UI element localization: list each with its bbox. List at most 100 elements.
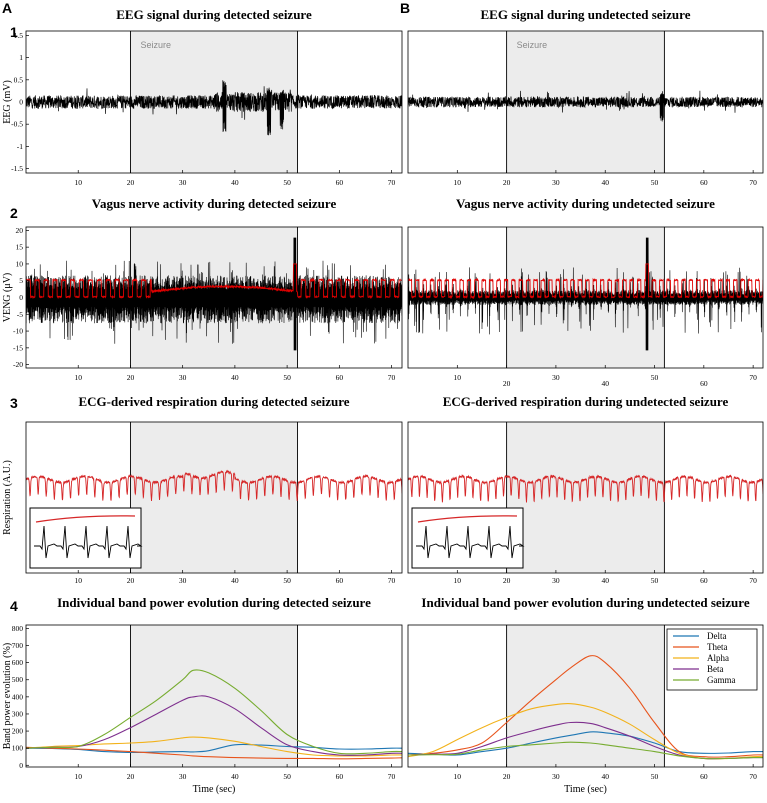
x-tick-label: 20 [127,373,135,382]
ecg-inset [29,507,143,569]
x-tick-label: 70 [388,178,396,187]
x-tick-label: 50 [651,373,659,382]
y-tick-label: -1 [17,142,23,151]
panel-band_detected: Individual band power evolution during d… [2,595,403,795]
row-label-1: 1 [10,24,18,40]
seizure-shade [130,625,298,767]
x-tick-label: 10 [454,373,462,382]
series-line-theta [26,746,402,760]
inset-frame [411,507,524,569]
y-tick-label: 1.5 [14,31,24,40]
x-tick-label: 70 [749,772,757,781]
series-line-delta [26,743,402,754]
panel-eeg_detected: EEG signal during detected seizure Seizur… [2,7,403,187]
row-label-2: 2 [10,205,18,221]
x-tick-label: 70 [749,576,757,585]
x-tick-label: 50 [283,576,291,585]
axes-frame [407,226,764,369]
x-tick-label: 10 [74,178,82,187]
y-tick-label: 500 [12,675,24,684]
row-label-4: 4 [10,598,18,614]
respiration-trace [26,469,402,502]
x-tick-label: 10 [454,576,462,585]
panel-title: ECG-derived respiration during undetecte… [443,394,729,409]
x-tick-label: 10 [74,576,82,585]
y-tick-label: -5 [17,310,23,319]
panel-title: Vagus nerve activity during detected sei… [92,196,337,211]
axes-frame [407,421,764,574]
eeg-trace [408,90,763,122]
x-tick-label: 50 [651,178,659,187]
y-axis-label: Respiration (A.U.) [2,460,13,535]
x-tick-label: 30 [552,178,560,187]
y-tick-label: 700 [12,641,24,650]
x-tick-label: 60 [700,379,708,388]
legend-entry-gamma: Gamma [707,675,736,685]
x-tick-label: 30 [552,373,560,382]
x-tick-label: 60 [700,576,708,585]
x-tick-label: 40 [231,576,239,585]
y-tick-label: 1 [19,53,23,62]
seizure-shade [130,422,298,573]
x-tick-label: 20 [503,576,511,585]
panel-title: Individual band power evolution during u… [421,595,749,610]
x-tick-label: 60 [336,576,344,585]
seizure-shade [506,422,665,573]
ecg-inset [411,507,525,569]
x-tick-label: 20 [127,576,135,585]
x-tick-label: 20 [503,772,511,781]
axes-frame [407,30,764,174]
column-label-b: B [400,0,410,16]
y-tick-label: -15 [13,343,23,352]
y-tick-label: -10 [13,327,23,336]
y-tick-label: -20 [13,360,23,369]
x-tick-label: 10 [74,373,82,382]
inset-respiration [417,515,518,523]
panels: EEG signal during detected seizure Seizur… [2,7,764,795]
x-tick-label: 50 [651,772,659,781]
y-tick-label: 600 [12,658,24,667]
panel-veng_undetected: Vagus nerve activity during undetected s… [407,196,764,388]
x-tick-label: 30 [179,772,187,781]
legend-entry-delta: Delta [707,631,727,641]
x-tick-label: 70 [388,373,396,382]
x-tick-label: 30 [179,576,187,585]
y-tick-label: 0 [19,293,23,302]
axes-frame [407,624,764,768]
axes-frame [25,624,403,768]
x-tick-label: 60 [336,373,344,382]
x-tick-label: 70 [749,178,757,187]
y-tick-label: 20 [16,226,24,235]
y-tick-label: -0.5 [11,120,23,129]
panel-title: ECG-derived respiration during detected … [78,394,349,409]
x-tick-label: 60 [336,178,344,187]
x-tick-label: 70 [749,373,757,382]
legend-entry-theta: Theta [707,642,728,652]
y-tick-label: 5 [19,276,23,285]
x-tick-label: 50 [283,178,291,187]
y-tick-label: 15 [16,243,24,252]
series-line-theta [408,655,763,758]
seizure-shade [506,625,665,767]
x-tick-label: 30 [179,373,187,382]
x-tick-label: 20 [127,772,135,781]
y-tick-label: 800 [12,624,24,633]
x-tick-label: 20 [503,178,511,187]
series-line-alpha [26,736,402,757]
y-tick-label: 100 [12,744,24,753]
veng-envelope [26,263,402,300]
x-tick-label: 20 [503,379,511,388]
x-tick-label: 60 [336,772,344,781]
x-tick-label: 30 [552,772,560,781]
legend-entry-alpha: Alpha [707,653,729,663]
x-tick-label: 60 [700,772,708,781]
seizure-label: Seizure [517,40,548,50]
x-tick-label: 50 [651,576,659,585]
panel-title: Individual band power evolution during d… [57,595,371,610]
column-label-a: A [2,0,12,16]
x-tick-label: 70 [388,576,396,585]
panel-title: Vagus nerve activity during undetected s… [456,196,715,211]
x-tick-label: 40 [231,373,239,382]
